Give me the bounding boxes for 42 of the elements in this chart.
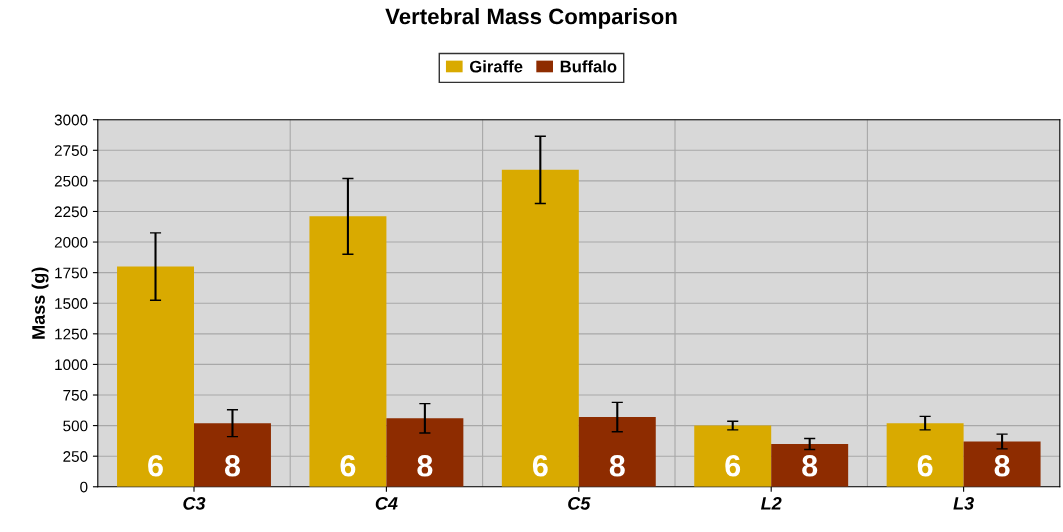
annotation: 8	[994, 454, 1010, 477]
y-tick-label: 250	[63, 451, 88, 462]
annotation: 8	[609, 454, 625, 477]
bar	[117, 266, 194, 487]
x-tick-label: C4	[375, 496, 398, 510]
y-tick-label: 0	[80, 481, 88, 493]
bar	[771, 443, 849, 487]
bar	[501, 169, 579, 487]
y-tick-label: 3000	[54, 114, 88, 126]
bar	[578, 417, 656, 487]
bar	[694, 425, 772, 487]
bar	[963, 441, 1041, 487]
y-tick-label: 2000	[54, 236, 88, 248]
x-tick-label: L3	[953, 496, 974, 510]
y-axis-title: Mass (g)	[31, 267, 49, 339]
legend-label: Buffalo	[560, 60, 617, 73]
chart-title: Vertebral Mass Comparison	[385, 7, 677, 29]
y-tick-label: 1250	[55, 328, 88, 340]
annotation: 6	[340, 454, 356, 477]
x-tick-label: C3	[183, 496, 206, 510]
y-tick-label: 1000	[55, 359, 88, 371]
y-tick-label: 1500	[55, 298, 88, 309]
legend-label: Giraffe	[469, 60, 523, 73]
y-tick-label: 2250	[54, 206, 88, 218]
y-tick-label: 750	[63, 389, 88, 401]
annotation: 6	[148, 454, 163, 477]
bar	[386, 418, 464, 487]
x-tick-label: C5	[568, 496, 591, 510]
y-tick-label: 500	[63, 420, 88, 432]
y-tick-label: 2750	[54, 145, 88, 156]
annotation: 8	[802, 454, 818, 477]
annotation: 6	[725, 454, 741, 477]
bar	[309, 216, 387, 487]
y-tick-label: 1750	[55, 267, 88, 279]
bar	[194, 423, 271, 487]
annotation: 8	[417, 454, 433, 477]
bar	[886, 423, 964, 487]
annotation: 8	[224, 454, 241, 477]
y-tick-label: 2500	[54, 175, 88, 187]
x-tick-label: L2	[760, 496, 782, 510]
annotation: 6	[917, 454, 933, 477]
annotation: 6	[532, 454, 548, 477]
